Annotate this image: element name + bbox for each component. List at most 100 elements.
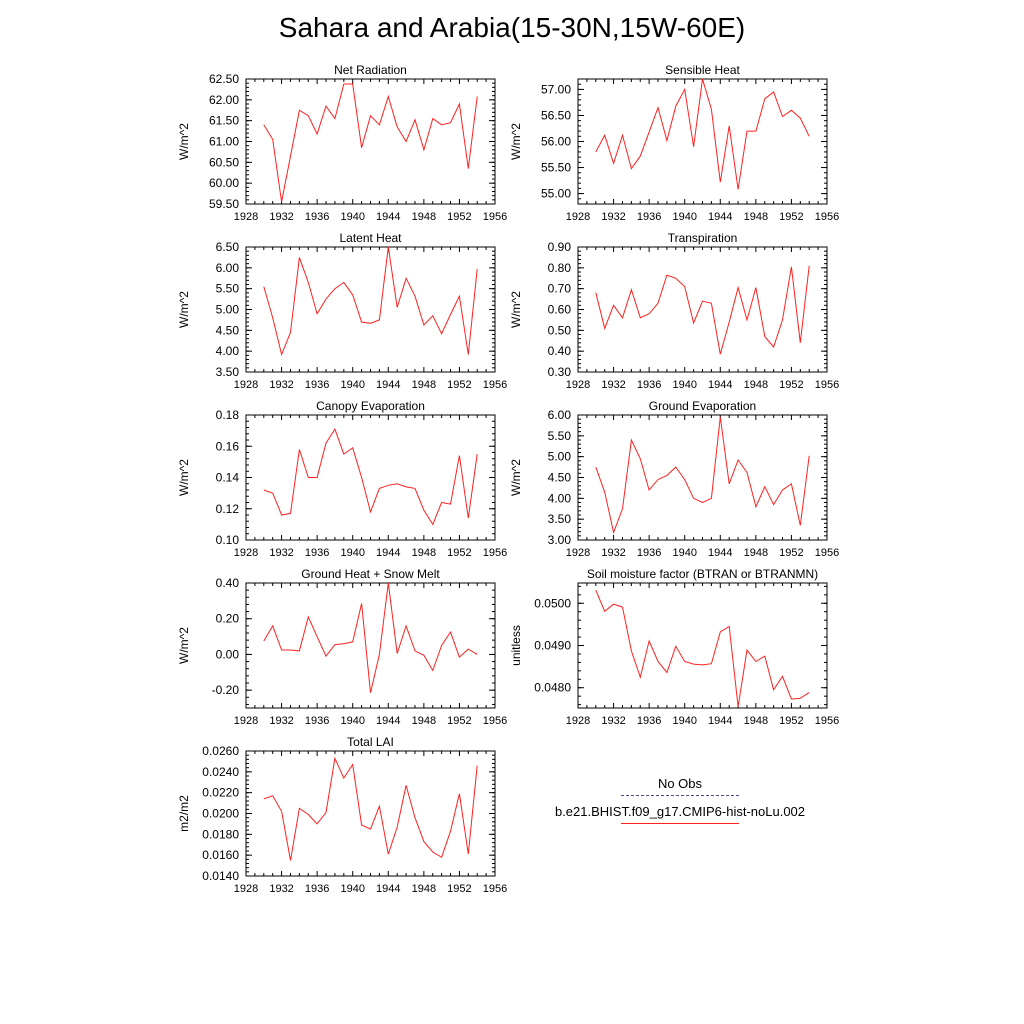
y-tick-label: 0.12 [216, 502, 240, 516]
x-tick-label: 1932 [601, 547, 625, 559]
plot-frame [245, 414, 496, 541]
x-tick-label: 1928 [566, 211, 590, 223]
y-tick-label: 0.0220 [202, 786, 239, 800]
y-tick-label: 55.50 [541, 161, 571, 175]
x-tick-label: 1952 [779, 211, 803, 223]
x-tick-label: 1928 [234, 211, 258, 223]
y-tick-label: 0.0160 [202, 848, 239, 862]
y-tick-label: 0.0240 [202, 765, 239, 779]
x-tick-label: 1936 [637, 547, 661, 559]
x-tick-label: 1956 [483, 547, 507, 559]
panel-title: Net Radiation [334, 63, 407, 77]
y-tick-label: 0.70 [548, 282, 572, 296]
y-tick-label: 56.00 [541, 135, 571, 149]
y-axis-label: m2/m2 [177, 795, 191, 832]
panel-4: Transpiration W/m^2 1928 1932 1936 1940 1944 19… [509, 231, 839, 391]
y-tick-label: 6.00 [216, 261, 240, 275]
series-line [263, 83, 478, 202]
x-tick-label: 1952 [779, 715, 803, 727]
y-tick-label: 0.0180 [202, 827, 239, 841]
panel-6: Ground Evaporation W/m^2 1928 1932 1936 1940 1… [509, 399, 839, 559]
x-tick-label: 1940 [340, 883, 364, 895]
x-tick-label: 1940 [340, 211, 364, 223]
y-axis-label: W/m^2 [177, 459, 191, 496]
y-tick-label: 3.50 [548, 512, 572, 526]
y-tick-label: 0.30 [548, 365, 572, 379]
y-tick-label: 0.0140 [202, 869, 239, 883]
y-tick-label: 0.50 [548, 323, 572, 337]
legend-model-line [621, 823, 739, 824]
panel-8: Soil moisture factor (BTRAN or BTRANMN) u… [509, 567, 839, 727]
x-tick-label: 1940 [340, 379, 364, 391]
x-tick-label: 1928 [566, 547, 590, 559]
x-tick-label: 1956 [483, 379, 507, 391]
plot-frame [245, 78, 496, 205]
plot-frame [577, 414, 828, 541]
panel-7: Ground Heat + Snow Melt W/m^2 1928 1932 1936… [177, 567, 507, 727]
panel-title: Latent Heat [339, 231, 402, 245]
plot-frame [245, 750, 496, 877]
y-tick-label: 4.50 [216, 323, 240, 337]
y-tick-label: 0.60 [548, 303, 572, 317]
x-tick-label: 1928 [234, 883, 258, 895]
y-tick-label: 56.50 [541, 108, 571, 122]
series-line [595, 590, 810, 707]
y-tick-label: 0.80 [548, 261, 572, 275]
panel-title: Transpiration [668, 231, 738, 245]
y-tick-label: 5.00 [216, 303, 240, 317]
x-tick-label: 1936 [637, 715, 661, 727]
y-tick-label: 3.00 [548, 533, 572, 547]
x-tick-label: 1928 [566, 379, 590, 391]
x-tick-label: 1956 [815, 547, 839, 559]
x-tick-label: 1952 [779, 379, 803, 391]
legend-obs-line [621, 795, 739, 796]
x-tick-label: 1952 [447, 211, 471, 223]
x-tick-label: 1928 [234, 379, 258, 391]
x-tick-label: 1944 [708, 715, 732, 727]
y-tick-label: 55.00 [541, 187, 571, 201]
series-line [595, 417, 810, 535]
x-tick-label: 1940 [340, 547, 364, 559]
x-tick-label: 1932 [601, 715, 625, 727]
x-tick-label: 1928 [234, 715, 258, 727]
y-tick-label: 62.50 [209, 72, 239, 86]
series-line [595, 78, 810, 190]
x-tick-label: 1944 [376, 547, 400, 559]
x-tick-label: 1936 [305, 547, 329, 559]
x-tick-label: 1952 [447, 547, 471, 559]
x-tick-label: 1956 [483, 211, 507, 223]
x-tick-label: 1932 [269, 883, 293, 895]
panel-2: Sensible Heat W/m^2 1928 1932 1936 1940 1944 19… [509, 63, 839, 223]
y-tick-label: 0.16 [216, 439, 240, 453]
x-tick-label: 1940 [672, 211, 696, 223]
panel-5: Canopy Evaporation W/m^2 1928 1932 1936 1940 1… [177, 399, 507, 559]
y-tick-label: 5.50 [548, 429, 572, 443]
y-tick-label: 61.50 [209, 114, 239, 128]
x-tick-label: 1944 [376, 715, 400, 727]
x-tick-label: 1940 [672, 547, 696, 559]
y-tick-label: 0.00 [216, 647, 240, 661]
x-tick-label: 1932 [269, 379, 293, 391]
x-tick-label: 1952 [447, 883, 471, 895]
y-tick-label: 5.00 [548, 450, 572, 464]
legend-model-label: b.e21.BHIST.f09_g17.CMIP6-hist-noLu.002 [554, 804, 806, 819]
y-tick-label: 0.14 [216, 471, 240, 485]
x-tick-label: 1948 [412, 715, 436, 727]
x-tick-label: 1940 [340, 715, 364, 727]
panel-9: Total LAI m2/m2 1928 1932 1936 1940 1944 1948 19… [177, 735, 507, 895]
x-tick-label: 1952 [779, 547, 803, 559]
x-tick-label: 1932 [601, 211, 625, 223]
x-tick-label: 1944 [376, 883, 400, 895]
y-tick-label: 0.20 [216, 612, 240, 626]
series-line [263, 427, 478, 526]
series-line [263, 756, 478, 861]
x-tick-label: 1940 [672, 379, 696, 391]
y-tick-label: 4.00 [548, 491, 572, 505]
y-axis-label: W/m^2 [509, 123, 523, 160]
x-tick-label: 1948 [744, 547, 768, 559]
y-tick-label: 6.50 [216, 240, 240, 254]
panel-title: Total LAI [347, 735, 394, 749]
y-tick-label: 0.90 [548, 240, 572, 254]
y-tick-label: 57.00 [541, 82, 571, 96]
